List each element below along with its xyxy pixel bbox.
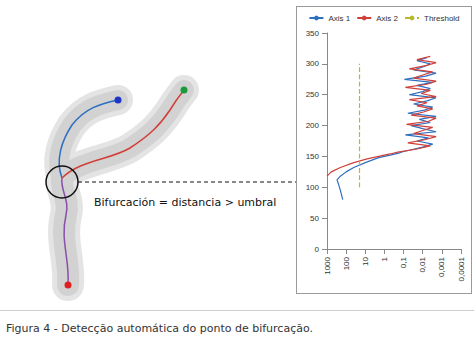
svg-text:250: 250 — [306, 90, 320, 99]
svg-text:Axis 2: Axis 2 — [376, 14, 398, 23]
svg-text:50: 50 — [310, 214, 319, 223]
svg-text:0,001: 0,001 — [437, 256, 446, 277]
svg-text:10: 10 — [361, 256, 370, 265]
svg-text:300: 300 — [306, 59, 320, 68]
svg-text:0,1: 0,1 — [399, 256, 408, 268]
html-text:Figura 4 - Detecção automática: Figura 4 - Detecção automática do ponto … — [6, 322, 313, 335]
svg-text:150: 150 — [306, 152, 320, 161]
svg-text:350: 350 — [306, 29, 320, 38]
html-text:Bifurcación = distancia > umbr: Bifurcación = distancia > umbral — [94, 196, 277, 209]
svg-text:0,0001: 0,0001 — [457, 256, 466, 281]
svg-text:0: 0 — [315, 245, 320, 254]
svg-text:0,01: 0,01 — [418, 256, 427, 272]
svg-text:200: 200 — [306, 121, 320, 130]
svg-text:100: 100 — [342, 256, 351, 270]
svg-text:1000: 1000 — [323, 256, 332, 274]
svg-text:Threshold: Threshold — [424, 14, 460, 23]
svg-text:1: 1 — [380, 256, 389, 261]
svg-text:Axis 1: Axis 1 — [328, 14, 350, 23]
svg-text:100: 100 — [306, 183, 320, 192]
